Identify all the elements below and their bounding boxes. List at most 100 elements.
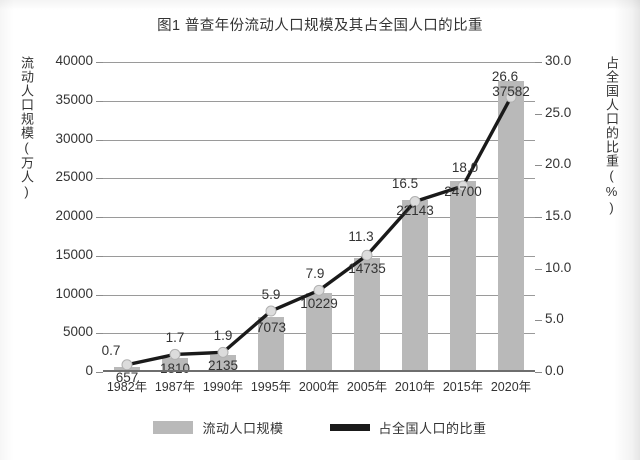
line-value-label: 7.9 — [305, 266, 325, 282]
bar-value-label: 7073 — [255, 320, 287, 336]
legend-label-bar: 流动人口规模 — [202, 421, 284, 436]
line-marker — [217, 346, 229, 358]
y-axis-left-tick-label: 40000 — [55, 53, 93, 68]
x-axis-tick-label: 1982年 — [106, 380, 148, 394]
bar-value-label: 657 — [115, 369, 139, 385]
y-axis-right-tick-label: 15.0 — [545, 208, 572, 223]
y-axis-right-tick-label: 20.0 — [545, 156, 572, 172]
legend-swatch-bar-icon — [153, 421, 194, 434]
y-axis-right-tick — [535, 217, 542, 218]
x-axis-tick-label: 1987年 — [154, 380, 196, 394]
y-axis-left-tick-label: 15000 — [55, 246, 93, 262]
y-axis-right-tick — [535, 165, 542, 167]
trend-line — [125, 95, 513, 367]
y-axis-right-tick-label: 10.0 — [545, 259, 572, 275]
y-axis-left-tick — [96, 255, 103, 257]
line-marker — [169, 348, 181, 360]
y-axis-left-tick-label: 30000 — [55, 130, 93, 146]
bar-value-label: 24700 — [444, 183, 482, 199]
bar-value-label: 1810 — [159, 360, 191, 376]
bar — [210, 355, 236, 372]
y-axis-left-tick — [96, 139, 103, 141]
y-axis-right-title: 占全国人口的比重(%) — [604, 56, 620, 216]
y-axis-right-tick — [535, 320, 542, 322]
chart-title: 图1 普查年份流动人口规模及其占全国人口的比重 — [157, 18, 483, 34]
y-axis-right-tick — [535, 268, 542, 270]
bar — [354, 257, 380, 372]
x-axis-tick-label: 2000年 — [298, 380, 340, 394]
page-edge-shading-left — [0, 0, 14, 460]
line-value-label: 16.5 — [391, 175, 419, 191]
y-axis-left-tick — [96, 294, 103, 296]
legend-label-line: 占全国人口的比重 — [378, 421, 487, 436]
bar — [450, 180, 476, 372]
line-marker — [361, 249, 373, 261]
line-marker — [121, 359, 133, 371]
y-axis-left-tick — [96, 100, 103, 102]
y-axis-left-tick — [96, 372, 103, 373]
line-series — [121, 91, 517, 371]
bar-value-label: 2135 — [207, 358, 239, 374]
bar-value-label: 22143 — [396, 203, 434, 219]
gridline — [103, 178, 535, 180]
line-value-label: 0.7 — [101, 342, 121, 358]
y-axis-left-tick — [96, 178, 103, 180]
line-value-label: 11.3 — [348, 229, 374, 245]
line-marker — [457, 180, 469, 192]
y-axis-left-tick — [96, 217, 103, 218]
x-axis-line — [103, 370, 535, 372]
y-axis-right-tick-label: 25.0 — [545, 104, 572, 120]
y-axis-left-tick-label: 25000 — [55, 169, 93, 185]
line-marker — [409, 196, 421, 207]
gridline — [103, 217, 535, 218]
chart-legend: 流动人口规模 占全国人口的比重 — [0, 418, 640, 437]
y-axis-left-tick — [96, 62, 103, 63]
bar — [498, 80, 524, 372]
gridline — [103, 62, 535, 63]
y-axis-right-tick — [535, 62, 542, 63]
bar — [402, 200, 428, 372]
gridline — [103, 255, 535, 257]
bar — [162, 357, 188, 372]
line-marker — [505, 91, 517, 103]
line-value-label: 1.7 — [165, 330, 185, 346]
legend-item-bar: 流动人口规模 — [153, 418, 283, 437]
line-value-label: 18.0 — [451, 160, 479, 175]
bar-value-label: 37582 — [492, 83, 530, 99]
line-marker — [265, 305, 277, 317]
x-axis-tick-label: 2010年 — [394, 380, 436, 394]
y-axis-left-tick-label: 5000 — [62, 324, 93, 340]
y-axis-right-tick-label: 30.0 — [545, 53, 572, 68]
line-value-label: 1.9 — [213, 328, 233, 344]
y-axis-right-tick — [535, 372, 542, 373]
bar — [306, 292, 332, 372]
legend-item-line: 占全国人口的比重 — [329, 418, 487, 437]
x-axis-tick-label: 2005年 — [346, 380, 388, 394]
line-marker — [313, 284, 325, 296]
x-axis-tick-label: 1995年 — [250, 380, 292, 394]
page-edge-shading-top — [0, 0, 640, 10]
plot-area: 0 5000 10000 15000 20000 25000 30000 35000 40000… — [55, 53, 571, 385]
y-axis-left-title: 流动人口规模(万人) — [19, 56, 35, 200]
line-value-label: 26.6 — [491, 69, 519, 85]
y-axis-left-tick-label: 20000 — [55, 208, 93, 223]
y-axis-left-tick-label: 10000 — [55, 285, 93, 301]
bar-value-label: 10229 — [300, 295, 338, 311]
y-axis-right-tick-label: 5.0 — [545, 311, 564, 327]
x-axis-labels: 1982年 1987年 1990年 1995年 2000年 2005年 2010年 2015年… — [103, 376, 535, 396]
y-axis-left-tick-label: 0 — [85, 363, 93, 378]
gridline — [103, 139, 535, 141]
bar-series — [103, 62, 535, 372]
y-axis-left-tick — [96, 333, 103, 335]
y-axis-left-tick-label: 35000 — [55, 91, 93, 107]
gridline — [103, 100, 535, 102]
bar-value-label: 14735 — [348, 260, 386, 276]
bar — [258, 317, 284, 372]
y-axis-right-tick — [535, 113, 542, 115]
line-value-label: 5.9 — [261, 287, 281, 303]
x-axis-tick-label: 2020年 — [490, 380, 532, 394]
y-axis-right-tick-label: 0.0 — [545, 363, 564, 378]
x-axis-tick-label: 2015年 — [442, 380, 484, 394]
x-axis-tick-label: 1990年 — [202, 380, 244, 394]
legend-swatch-line-icon — [329, 424, 370, 431]
